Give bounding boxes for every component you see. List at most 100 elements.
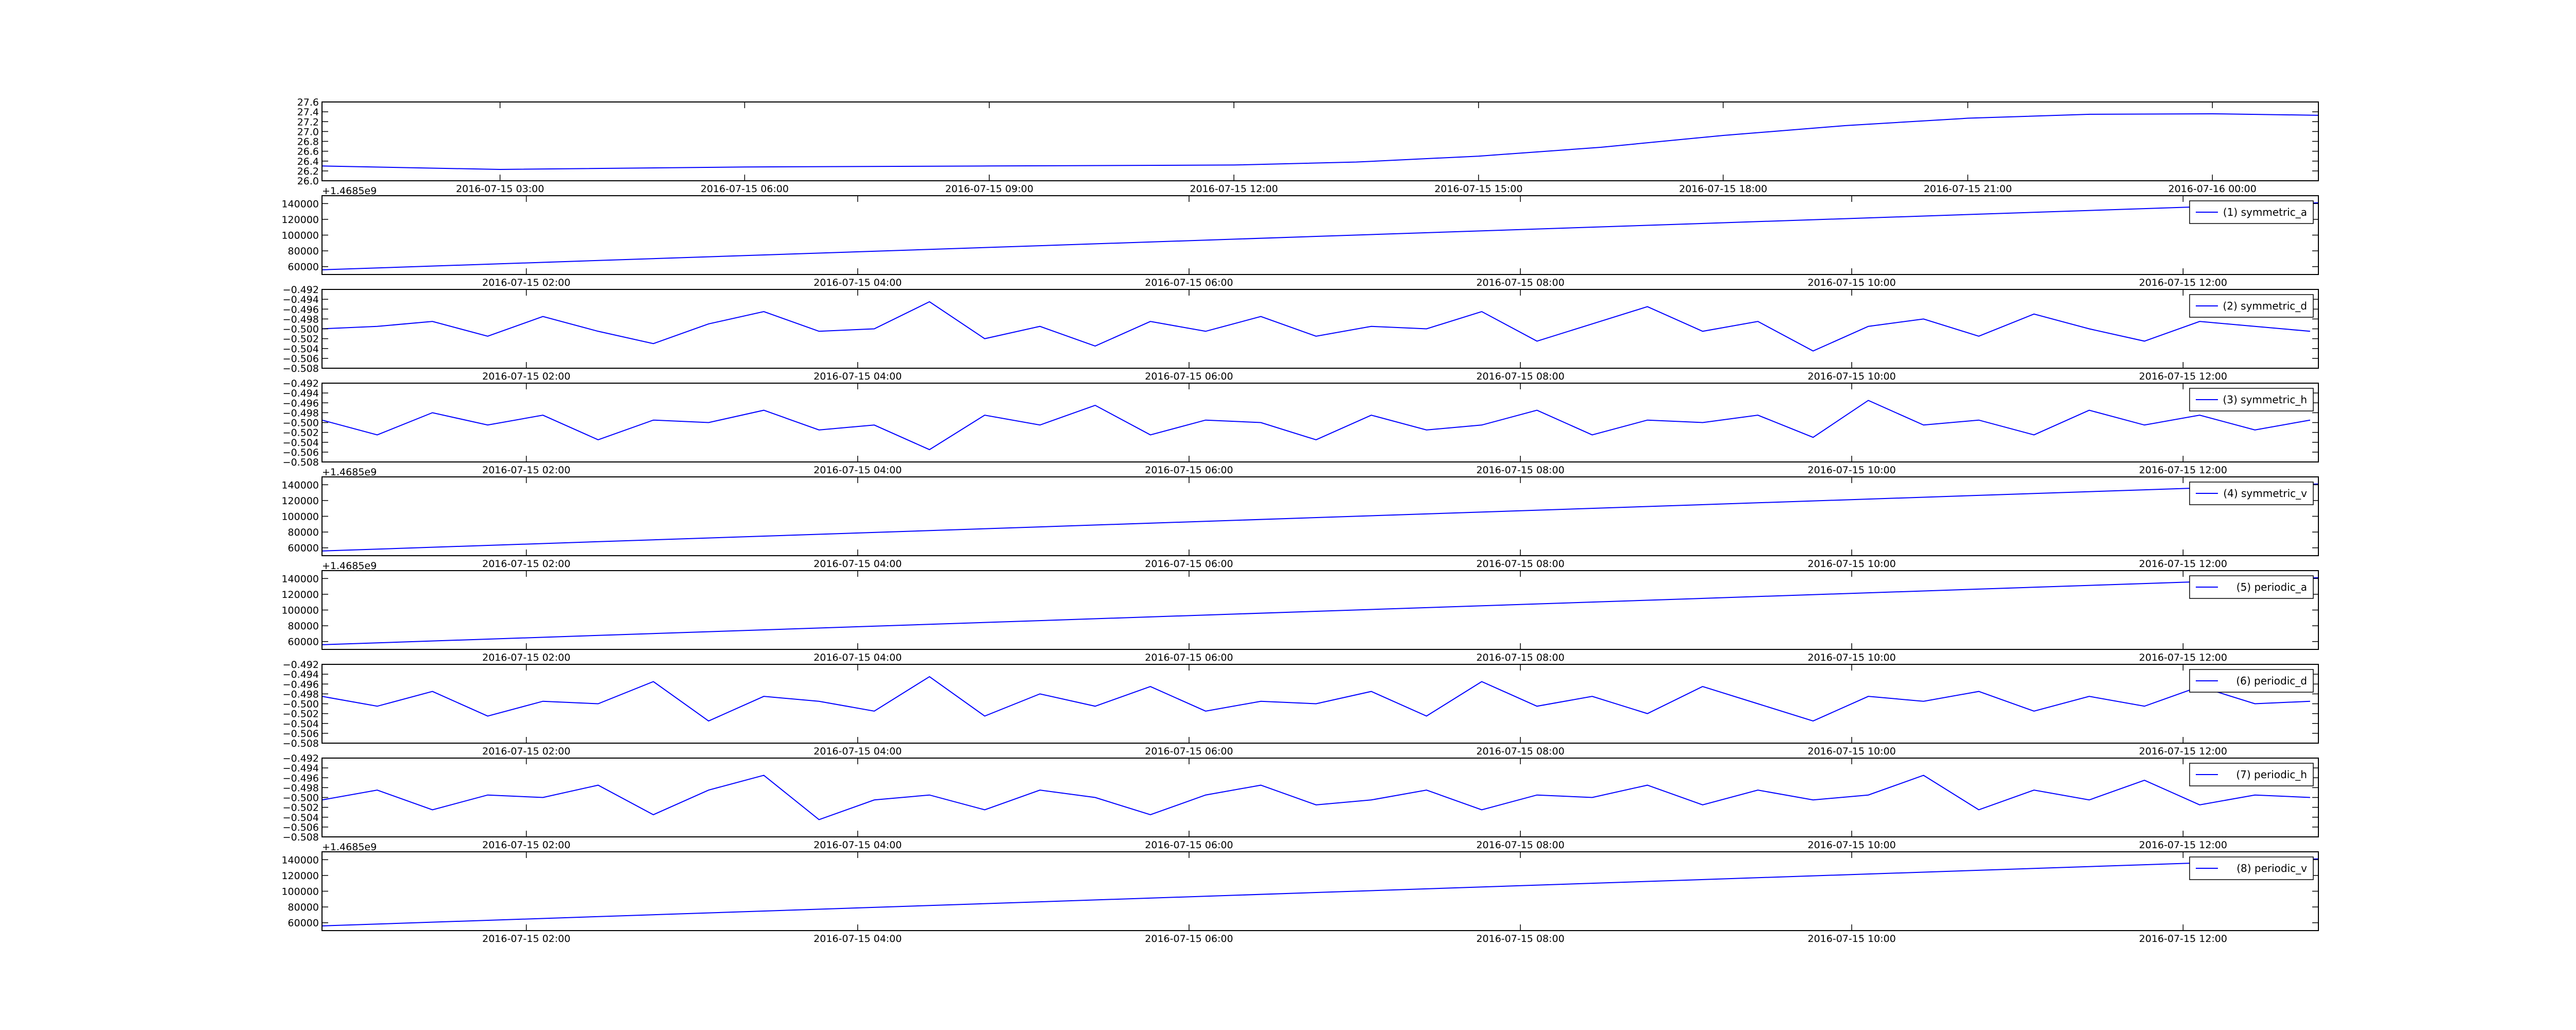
y-tick-label: 26.4: [297, 156, 319, 167]
x-tick-label: 2016-07-15 06:00: [701, 183, 789, 195]
x-tick-label: 2016-07-15 12:00: [2139, 277, 2227, 288]
y-tick-label: −0.500: [283, 324, 319, 335]
x-tick-label: 2016-07-15 06:00: [1145, 839, 1233, 851]
x-tick-label: 2016-07-15 12:00: [2139, 933, 2227, 945]
y-tick-label: −0.492: [283, 284, 319, 296]
series-line: [321, 202, 2319, 270]
x-tick-label: 2016-07-15 12:00: [2139, 652, 2227, 663]
y-tick-label: 100000: [281, 511, 319, 523]
y-tick-label: −0.506: [283, 728, 319, 740]
x-tick-label: 2016-07-15 06:00: [1145, 746, 1233, 757]
series-line: [321, 483, 2319, 552]
y-tick-label: −0.496: [283, 679, 319, 690]
y-tick-label: −0.504: [283, 718, 319, 730]
y-tick-label: 27.0: [297, 126, 319, 138]
x-tick-label: 2016-07-15 10:00: [1808, 371, 1896, 382]
offset-text: +1.4685e9: [322, 467, 377, 478]
x-tick-label: 2016-07-15 08:00: [1476, 933, 1564, 945]
legend-label: (6) periodic_d: [2236, 675, 2307, 687]
y-tick-label: −0.500: [283, 418, 319, 429]
y-tick-label: −0.504: [283, 437, 319, 449]
axes-frame: [321, 476, 2319, 556]
y-tick-label: 100000: [281, 605, 319, 616]
y-tick-label: −0.496: [283, 304, 319, 315]
legend-label: (8) periodic_v: [2236, 862, 2307, 874]
x-tick-label: 2016-07-15 04:00: [814, 465, 902, 476]
x-tick-label: 2016-07-15 08:00: [1476, 839, 1564, 851]
x-tick-label: 2016-07-15 06:00: [1145, 558, 1233, 570]
x-tick-label: 2016-07-15 18:00: [1679, 183, 1767, 195]
y-tick-label: 120000: [281, 214, 319, 226]
y-tick-label: 140000: [281, 479, 319, 491]
legend-label: (3) symmetric_h: [2223, 393, 2307, 406]
x-tick-label: 2016-07-15 12:00: [2139, 839, 2227, 851]
x-tick-label: 2016-07-15 06:00: [1145, 465, 1233, 476]
x-tick-label: 2016-07-15 04:00: [814, 652, 902, 663]
x-tick-label: 2016-07-15 04:00: [814, 371, 902, 382]
y-tick-label: 120000: [281, 870, 319, 882]
x-tick-label: 2016-07-15 06:00: [1145, 277, 1233, 288]
legend-label: (2) symmetric_d: [2223, 300, 2307, 312]
y-tick-label: 26.6: [297, 146, 319, 158]
x-tick-label: 2016-07-15 10:00: [1808, 277, 1896, 288]
x-tick-label: 2016-07-15 08:00: [1476, 277, 1564, 288]
x-tick-label: 2016-07-15 02:00: [482, 277, 570, 288]
y-tick-label: −0.508: [283, 363, 319, 374]
y-tick-label: −0.498: [283, 689, 319, 700]
y-tick-label: −0.498: [283, 782, 319, 794]
series-line: [321, 858, 2319, 926]
x-tick-label: 2016-07-15 04:00: [814, 933, 902, 945]
legend-label: (1) symmetric_a: [2223, 206, 2307, 218]
series-line: [321, 775, 2310, 820]
x-tick-label: 2016-07-15 03:00: [456, 183, 544, 195]
y-tick-label: 27.6: [297, 97, 319, 108]
y-tick-label: 120000: [281, 589, 319, 600]
x-tick-label: 2016-07-16 00:00: [2168, 183, 2257, 195]
x-tick-label: 2016-07-15 10:00: [1808, 652, 1896, 663]
x-tick-label: 2016-07-15 02:00: [482, 746, 570, 757]
y-tick-label: 60000: [288, 262, 319, 273]
y-tick-label: −0.494: [283, 294, 319, 305]
axes-frame: [321, 851, 2319, 931]
series-line: [321, 113, 2319, 170]
y-tick-label: −0.498: [283, 407, 319, 419]
x-tick-label: 2016-07-15 04:00: [814, 839, 902, 851]
y-tick-label: −0.496: [283, 772, 319, 784]
series-line: [321, 676, 2310, 722]
y-tick-label: −0.494: [283, 763, 319, 774]
y-tick-label: −0.498: [283, 314, 319, 325]
series-line: [321, 577, 2319, 645]
x-tick-label: 2016-07-15 21:00: [1924, 183, 2012, 195]
x-tick-label: 2016-07-15 04:00: [814, 558, 902, 570]
y-tick-label: −0.502: [283, 709, 319, 720]
x-tick-label: 2016-07-15 06:00: [1145, 652, 1233, 663]
axes-frame: [321, 383, 2319, 462]
series-line: [321, 301, 2311, 352]
y-tick-label: 60000: [288, 543, 319, 554]
y-tick-label: −0.504: [283, 344, 319, 355]
y-tick-label: 27.4: [297, 107, 319, 118]
x-tick-label: 2016-07-15 08:00: [1476, 746, 1564, 757]
x-tick-label: 2016-07-15 10:00: [1808, 933, 1896, 945]
y-tick-label: 80000: [288, 621, 319, 632]
x-tick-label: 2016-07-15 12:00: [2139, 465, 2227, 476]
x-tick-label: 2016-07-15 02:00: [482, 933, 570, 945]
legend-label: (5) periodic_a: [2236, 581, 2307, 593]
y-tick-label: 140000: [281, 198, 319, 210]
x-tick-label: 2016-07-15 08:00: [1476, 558, 1564, 570]
y-tick-label: 140000: [281, 854, 319, 866]
y-tick-label: −0.494: [283, 388, 319, 399]
y-tick-label: 100000: [281, 230, 319, 242]
y-tick-label: −0.508: [283, 738, 319, 749]
y-tick-label: 80000: [288, 246, 319, 257]
x-tick-label: 2016-07-15 12:00: [2139, 746, 2227, 757]
x-tick-label: 2016-07-15 08:00: [1476, 465, 1564, 476]
y-tick-label: −0.506: [283, 447, 319, 458]
y-tick-label: 80000: [288, 902, 319, 913]
x-tick-label: 2016-07-15 12:00: [2139, 558, 2227, 570]
y-tick-label: 140000: [281, 573, 319, 585]
x-tick-label: 2016-07-15 06:00: [1145, 371, 1233, 382]
offset-text: +1.4685e9: [322, 560, 377, 572]
